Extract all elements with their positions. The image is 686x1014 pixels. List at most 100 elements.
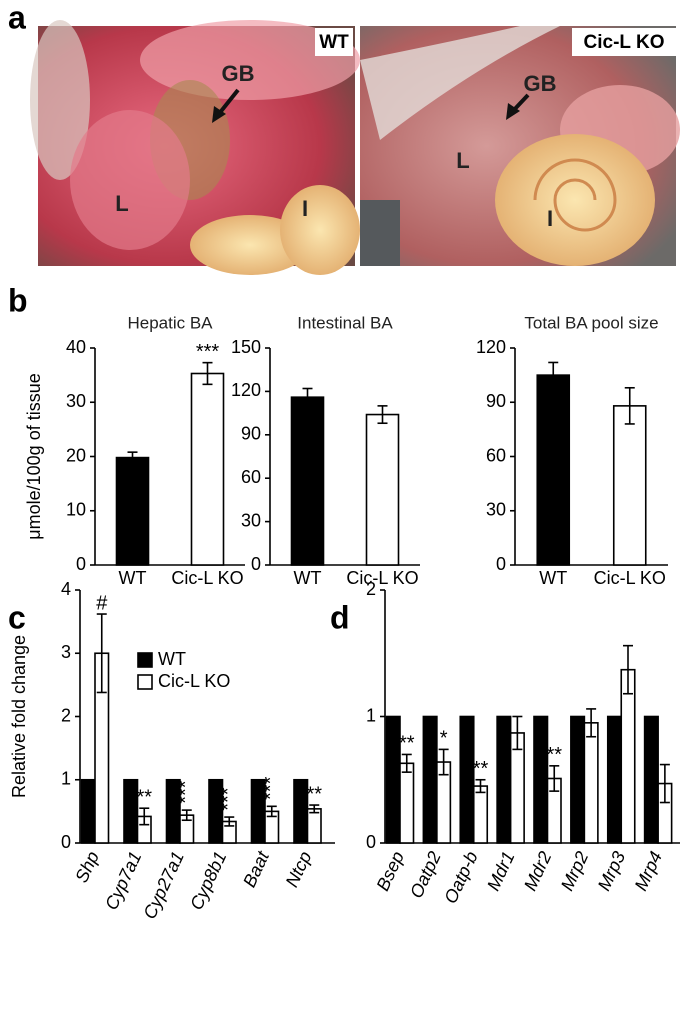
bar (123, 778, 139, 844)
photo-label: GB (222, 61, 255, 86)
bar (306, 808, 322, 844)
bar (208, 778, 224, 844)
x-tick-label: WT (539, 568, 567, 588)
significance: ** (399, 733, 415, 755)
y-tick-label: 40 (66, 337, 86, 357)
y-tick-label: 60 (241, 467, 261, 487)
significance: ** (306, 783, 322, 805)
y-tick-label: 2 (366, 579, 376, 599)
x-tick-label: Mdr2 (520, 848, 555, 894)
x-tick-label: Baat (239, 847, 273, 890)
x-tick-label: Cyp8b1 (186, 848, 230, 913)
bar (643, 715, 659, 844)
y-tick-label: 30 (66, 391, 86, 411)
y-tick-label: 20 (66, 445, 86, 465)
y-tick-label: 30 (241, 510, 261, 530)
bar (459, 715, 475, 844)
y-tick-label: 10 (66, 500, 86, 520)
bar (620, 668, 636, 844)
significance: * (440, 728, 448, 750)
chart-title: Intestinal BA (297, 313, 393, 332)
x-tick-label: Mrp2 (557, 848, 592, 894)
y-tick-label: 90 (486, 391, 506, 411)
y-tick-label: 30 (486, 500, 506, 520)
y-tick-label: 120 (231, 380, 261, 400)
photo-label: L (115, 191, 128, 216)
chart-title: Hepatic BA (127, 313, 213, 332)
x-tick-label: Cic-L KO (346, 568, 418, 588)
x-tick-label: Oatp2 (406, 848, 445, 901)
photo-tag: WT (319, 32, 349, 53)
bar (399, 762, 415, 844)
x-tick-label: Oatp-b (440, 848, 481, 906)
significance: *** (260, 776, 282, 800)
bar (290, 396, 325, 566)
significance: ** (473, 758, 489, 780)
x-tick-label: Mrp3 (594, 848, 629, 894)
bar (496, 715, 512, 844)
significance: *** (175, 780, 197, 804)
y-tick-label: 120 (476, 337, 506, 357)
photo-label: GB (524, 71, 557, 96)
x-tick-label: Bsep (372, 848, 407, 894)
y-tick-label: 60 (486, 445, 506, 465)
x-tick-label: Cyp7a1 (101, 848, 145, 913)
bar (570, 715, 586, 844)
bar (583, 722, 599, 844)
significance: ** (136, 786, 152, 808)
y-tick-label: 2 (61, 705, 71, 725)
x-tick-label: Ntcp (282, 848, 316, 890)
photo-label: I (547, 206, 553, 231)
x-tick-label: WT (294, 568, 322, 588)
photo-label: L (456, 148, 469, 173)
chart-title: Total BA pool size (524, 313, 658, 332)
y-tick-label: 0 (366, 832, 376, 852)
x-tick-label: Cic-L KO (171, 568, 243, 588)
panel-label: c (8, 599, 26, 635)
bar (422, 715, 438, 844)
y-tick-label: 3 (61, 642, 71, 662)
y-tick-label: 90 (241, 424, 261, 444)
x-tick-label: Cyp27a1 (139, 848, 188, 922)
photo-tag: Cic-L KO (584, 32, 665, 53)
photo-wt (30, 20, 360, 275)
photo-ko (360, 26, 680, 266)
y-tick-label: 0 (496, 554, 506, 574)
y-tick-label: 1 (366, 705, 376, 725)
panel-label: b (8, 282, 28, 318)
bar (190, 372, 225, 566)
y-axis-label: μmole/100g of tissue (24, 373, 44, 539)
y-tick-label: 1 (61, 769, 71, 789)
x-tick-label: Shp (71, 848, 103, 885)
significance: *** (218, 787, 240, 811)
significance: *** (196, 341, 220, 363)
bar (165, 778, 181, 844)
bar (80, 778, 96, 844)
bar (533, 715, 549, 844)
y-tick-label: 0 (76, 554, 86, 574)
y-tick-label: 150 (231, 337, 261, 357)
x-tick-label: Cic-L KO (594, 568, 666, 588)
y-axis-label: Relative fold change (9, 635, 29, 798)
y-tick-label: 0 (61, 832, 71, 852)
legend-label: WT (158, 649, 186, 669)
bar (472, 785, 489, 844)
bar (612, 405, 647, 566)
bar (536, 374, 571, 566)
photo-label: I (302, 196, 308, 221)
x-tick-label: WT (119, 568, 147, 588)
legend-label: Cic-L KO (158, 671, 230, 691)
significance: ** (546, 744, 562, 766)
x-tick-label: Mdr1 (483, 848, 518, 894)
bar (606, 715, 623, 844)
bar (115, 456, 150, 566)
x-tick-label: Mrp4 (631, 848, 666, 894)
significance: # (96, 592, 108, 614)
legend-swatch (137, 652, 153, 668)
panel-label: d (330, 599, 350, 635)
bar (365, 413, 400, 566)
y-tick-label: 0 (251, 554, 261, 574)
panel-label: a (8, 0, 26, 35)
y-tick-label: 4 (61, 579, 71, 599)
